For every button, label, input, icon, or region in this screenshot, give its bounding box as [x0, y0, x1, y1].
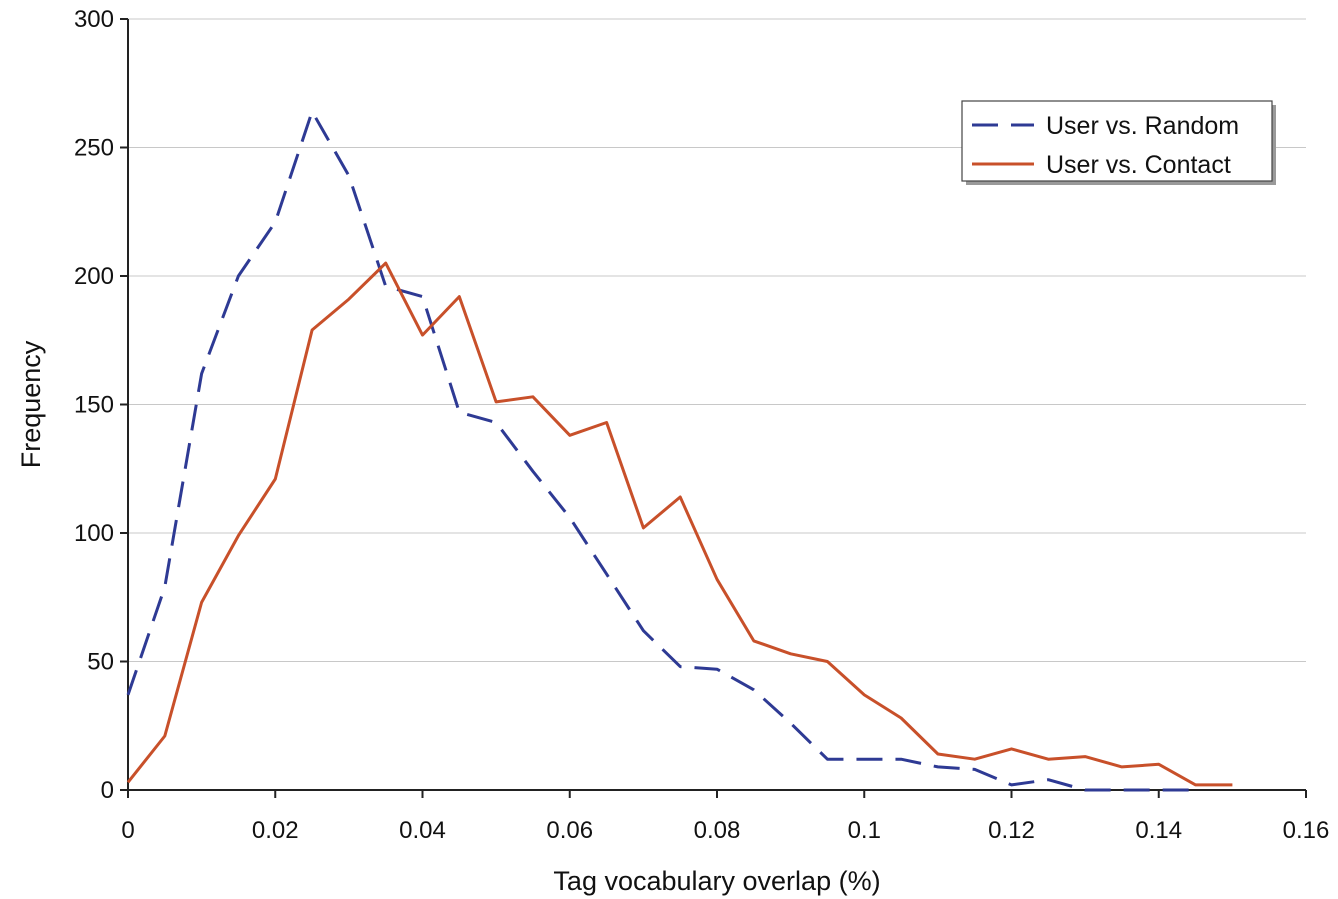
- y-tick-label: 250: [74, 135, 114, 162]
- series-line-user-vs-contact: [126, 261, 1233, 787]
- x-tick-label: 0.14: [1135, 817, 1182, 844]
- x-tick-label: 0.02: [252, 817, 299, 844]
- legend: User vs. Random User vs. Contact: [961, 100, 1276, 185]
- gridlines: [128, 18, 1306, 662]
- ticks: 0 50 100 150 200 250 300 0 0.02 0.04 0.06 0.08 0.1 0.…: [74, 6, 1329, 844]
- y-tick-label: 150: [74, 392, 114, 419]
- x-tick-label: 0.16: [1283, 817, 1330, 844]
- y-tick-label: 200: [74, 263, 114, 290]
- y-tick-label: 0: [101, 777, 114, 804]
- legend-label-user-vs-contact: User vs. Contact: [1046, 151, 1231, 179]
- x-tick-label: 0.04: [399, 817, 446, 844]
- y-axis-title: Frequency: [16, 340, 46, 468]
- series-line-user-vs-random: [126, 110, 1196, 792]
- legend-box: [961, 100, 1273, 182]
- y-tick-label: 100: [74, 520, 114, 547]
- y-tick-label: 300: [74, 6, 114, 33]
- series-lines: [126, 110, 1233, 792]
- x-tick-label: 0.12: [988, 817, 1035, 844]
- x-tick-label: 0.06: [546, 817, 593, 844]
- x-tick-label: 0.1: [848, 817, 881, 844]
- x-tick-label: 0.08: [694, 817, 741, 844]
- legend-label-user-vs-random: User vs. Random: [1046, 112, 1239, 140]
- y-tick-label: 50: [87, 649, 114, 676]
- x-tick-label: 0: [121, 817, 134, 844]
- x-axis-title: Tag vocabulary overlap (%): [553, 866, 880, 896]
